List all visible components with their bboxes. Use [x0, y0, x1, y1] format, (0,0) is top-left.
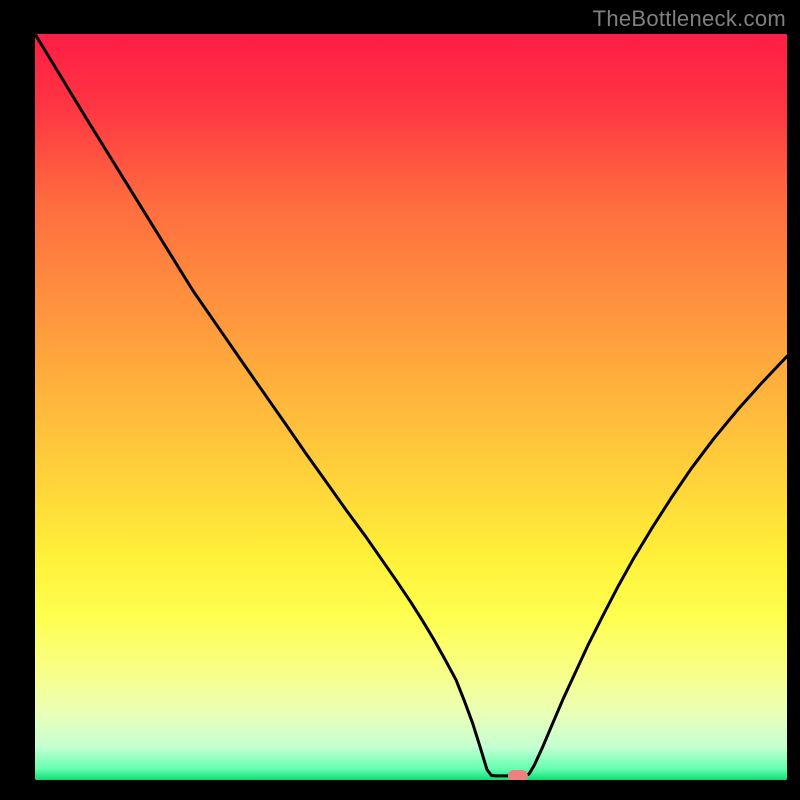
- watermark-text: TheBottleneck.com: [593, 6, 786, 32]
- optimum-marker: [508, 770, 528, 780]
- curve-path: [35, 34, 787, 776]
- bottleneck-curve: [35, 34, 787, 780]
- plot-area: [35, 34, 787, 780]
